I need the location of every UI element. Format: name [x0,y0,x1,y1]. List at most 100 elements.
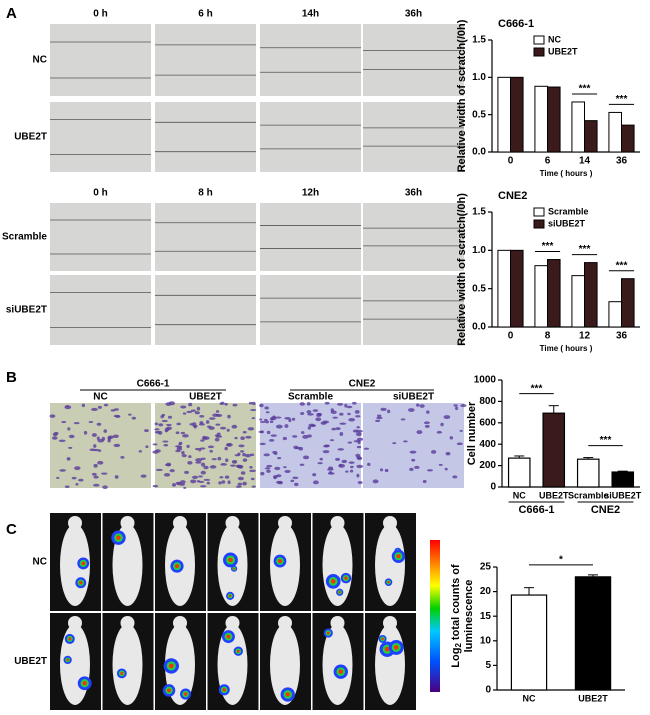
x-tick-label: Scramble [568,490,609,500]
photo-cell [203,465,209,470]
photo-cell [175,431,180,435]
photo-cell [220,463,227,466]
photo-cell [269,420,274,423]
photo-cell [353,440,361,443]
photo-cell [93,463,98,468]
y-axis-label: Cell number [466,401,478,465]
legend-swatch [533,219,545,229]
error-bar [514,455,525,459]
photo-cell [248,401,254,405]
photo-cell [64,485,70,489]
column-label: 36h [405,188,422,199]
photo-cell [219,426,227,430]
photo-cell [329,439,335,442]
photo-cell [58,439,66,442]
photo-cell [456,442,463,446]
photo-cell [242,431,247,434]
photo-cell [247,427,255,431]
photo-cell [317,462,323,465]
photo-signal [236,649,240,653]
bar [608,301,622,328]
bar [542,412,566,488]
photo-cell [416,430,423,435]
bar [510,594,548,691]
photo-cell [192,425,198,428]
y-tick-label: 10 [480,635,492,646]
photo-cell [97,405,102,409]
row-label: NC [33,55,47,66]
photo-cell [96,422,102,426]
photo-cell [83,430,88,435]
photo-cell [344,403,348,408]
photo-cell [306,401,311,406]
photo-cell [152,450,159,454]
photo-cell [460,404,467,408]
colorbar-label-part: total counts of [450,564,462,640]
photo [155,275,256,345]
y-tick-label: 600 [479,417,496,428]
photo-cell [73,421,80,425]
photo-cell [61,420,67,424]
photo-signal [278,559,282,563]
x-tick-label: 12 [579,331,591,342]
photo [50,275,151,345]
photo-cell [379,468,384,472]
photo-cell [266,469,271,473]
photo-cell [322,450,330,454]
y-tick-label: 0 [490,482,496,493]
photo-cell [354,410,360,414]
photo-cell [270,434,277,437]
photo-cell [231,424,238,429]
bar [507,457,531,488]
photo-cell [237,452,241,456]
photo-cell [284,424,289,428]
photo [363,102,464,172]
photo-cell [449,436,454,440]
photo-cell [112,434,119,439]
photo [363,24,464,96]
error-bar [588,574,598,577]
photo [260,275,361,345]
photo-mouse [173,516,187,530]
photo-cell [338,463,342,468]
bar [621,124,635,153]
row-label: UBE2T [14,656,47,667]
photo-cell [103,403,109,407]
photo [50,203,151,271]
photo-cell [96,436,100,441]
photo-cell [152,443,158,446]
photo-cell [339,422,347,425]
y-tick-label: 0.5 [472,109,486,120]
photo [363,203,464,271]
photo-cell [158,423,164,427]
annotation: *** [600,435,612,446]
x-tick-label: NC [513,490,526,500]
photo-cell [211,458,217,461]
photo-cell [226,428,230,432]
photo-signal [228,594,232,598]
column-label: 36h [405,9,422,20]
photo [260,203,361,271]
photo-cell [186,410,193,414]
photo-cell [436,430,443,434]
photo-cell [356,445,362,449]
photo-cell [337,402,344,406]
photo-mouse [120,516,135,530]
photo-cell [181,451,185,455]
photo-cell [352,401,357,405]
photo-cell [259,420,267,423]
photo-cell [200,439,205,442]
photo-cell [290,479,295,483]
photo-cell [188,402,193,407]
photo-cell [91,407,98,411]
photo-cell [107,438,111,443]
error-bar [548,405,559,414]
photo-signal [168,663,174,669]
photo-cell [443,415,451,420]
photo-cell [363,447,370,450]
photo-cell [199,447,206,450]
x-tick-label: UBE2T [578,693,608,703]
photo-cell [423,421,430,425]
photo-cell [312,409,319,412]
